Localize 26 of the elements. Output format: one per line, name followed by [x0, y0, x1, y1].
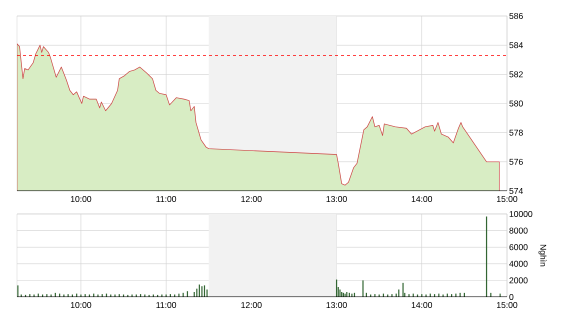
x-tick-label: 10:00 [70, 302, 92, 308]
y-tick-label: 578 [509, 130, 523, 136]
y-tick-label: 0 [509, 294, 514, 300]
y-tick-label: 580 [509, 100, 523, 106]
x-tick-label: 14:00 [412, 302, 432, 308]
y-tick-label: 6000 [509, 244, 528, 250]
x-tick-label: 14:00 [412, 196, 432, 202]
x-tick-label: 10:00 [70, 196, 92, 202]
y-tick-label: 4000 [509, 260, 528, 267]
y-axis-title: Nghìn [538, 244, 547, 266]
x-tick-label: 11:00 [156, 302, 176, 308]
y-tick-label: 584 [509, 42, 523, 48]
y-tick-label: 574 [509, 188, 523, 194]
y-tick-label: 586 [509, 12, 523, 19]
y-tick-label: 10000 [510, 210, 532, 217]
x-tick-label: 12:00 [241, 302, 262, 308]
y-tick-label: 582 [509, 71, 523, 78]
x-tick-label: 11:00 [156, 196, 176, 202]
x-tick-label: 12:00 [241, 196, 262, 202]
x-tick-label: 13:00 [326, 196, 347, 202]
x-tick-label: 13:00 [326, 302, 347, 308]
x-tick-label: 15:00 [497, 302, 518, 308]
y-tick-label: 2000 [509, 277, 528, 284]
x-tick-label: 15:00 [497, 196, 518, 202]
y-tick-label: 8000 [509, 228, 528, 234]
y-tick-label: 576 [509, 158, 523, 165]
